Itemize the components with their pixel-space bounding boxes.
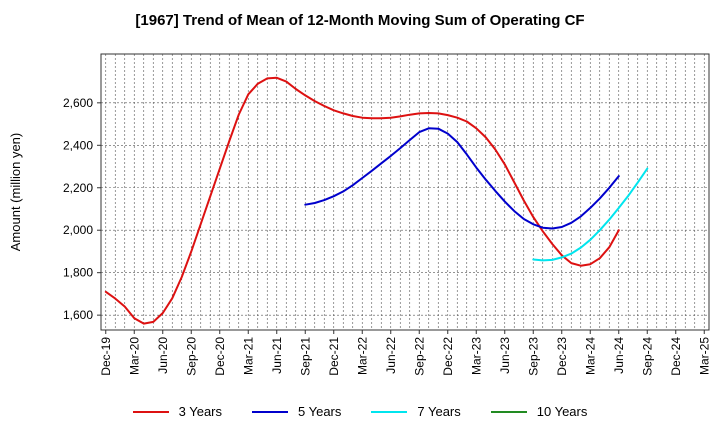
y-tick-label: 2,000 — [63, 223, 93, 237]
legend-label: 3 Years — [178, 404, 222, 419]
series-layer — [104, 76, 649, 325]
x-tick-label: Jun-21 — [270, 337, 284, 374]
legend-label: 5 Years — [298, 404, 342, 419]
legend-swatch — [252, 410, 288, 413]
legend-item: 7 Years — [371, 404, 461, 419]
y-tick-label: 2,400 — [63, 138, 93, 152]
grid-lines — [101, 54, 709, 330]
legend-label: 10 Years — [536, 404, 588, 419]
series-line-3-years — [104, 76, 620, 325]
legend-label: 7 Years — [417, 404, 461, 419]
x-tick-label: Jun-22 — [384, 337, 398, 374]
x-tick-label: Dec-20 — [213, 337, 227, 376]
x-tick-label: Dec-24 — [669, 337, 683, 376]
legend-item: 10 Years — [490, 404, 588, 419]
legend-swatch — [132, 410, 169, 413]
legend-item: 3 Years — [132, 404, 222, 419]
legend-item: 5 Years — [252, 404, 341, 419]
x-tick-label: Mar-22 — [355, 337, 369, 375]
series-line-5-years — [304, 127, 620, 230]
x-tick-label: Mar-20 — [127, 337, 141, 375]
x-tick-label: Jun-24 — [612, 337, 626, 374]
x-tick-label: Jun-20 — [156, 337, 170, 374]
legend-swatch — [490, 410, 527, 413]
x-tick-label: Sep-23 — [526, 337, 540, 376]
x-tick-label: Mar-21 — [241, 337, 255, 375]
x-tick-label: Dec-22 — [441, 337, 455, 376]
x-tick-label: Sep-22 — [412, 337, 426, 376]
x-tick-label: Mar-24 — [583, 337, 597, 375]
y-tick-label: 2,600 — [63, 96, 93, 110]
x-axis-ticks: Dec-19 Mar-20 Jun-20 Sep-20 Dec-20 Mar-21 Jun-… — [99, 330, 711, 376]
plot-area — [101, 54, 709, 330]
y-tick-label: 2,200 — [63, 181, 93, 195]
y-tick-label: 1,600 — [63, 308, 93, 322]
series-line-7-years — [532, 167, 649, 262]
legend: 3 Years 5 Years 7 Years 10 Years — [0, 404, 720, 419]
plot-border — [100, 53, 710, 331]
x-tick-label: Dec-23 — [555, 337, 569, 376]
chart-title: [1967] Trend of Mean of 12-Month Moving … — [135, 12, 585, 29]
x-tick-label: Jun-23 — [498, 337, 512, 374]
x-tick-label: Dec-21 — [327, 337, 341, 376]
legend-swatch — [371, 410, 408, 413]
x-tick-label: Mar-25 — [697, 337, 711, 375]
y-tick-label: 1,800 — [63, 266, 93, 280]
x-tick-label: Sep-20 — [184, 337, 198, 376]
y-axis-label: Amount (million yen) — [8, 133, 23, 252]
x-tick-label: Sep-24 — [640, 337, 654, 376]
x-tick-label: Mar-23 — [469, 337, 483, 375]
x-tick-label: Sep-21 — [298, 337, 312, 376]
y-axis-ticks: 1,600 1,800 2,000 2,200 2,400 2,600 — [63, 96, 101, 322]
x-tick-label: Dec-19 — [99, 337, 113, 376]
